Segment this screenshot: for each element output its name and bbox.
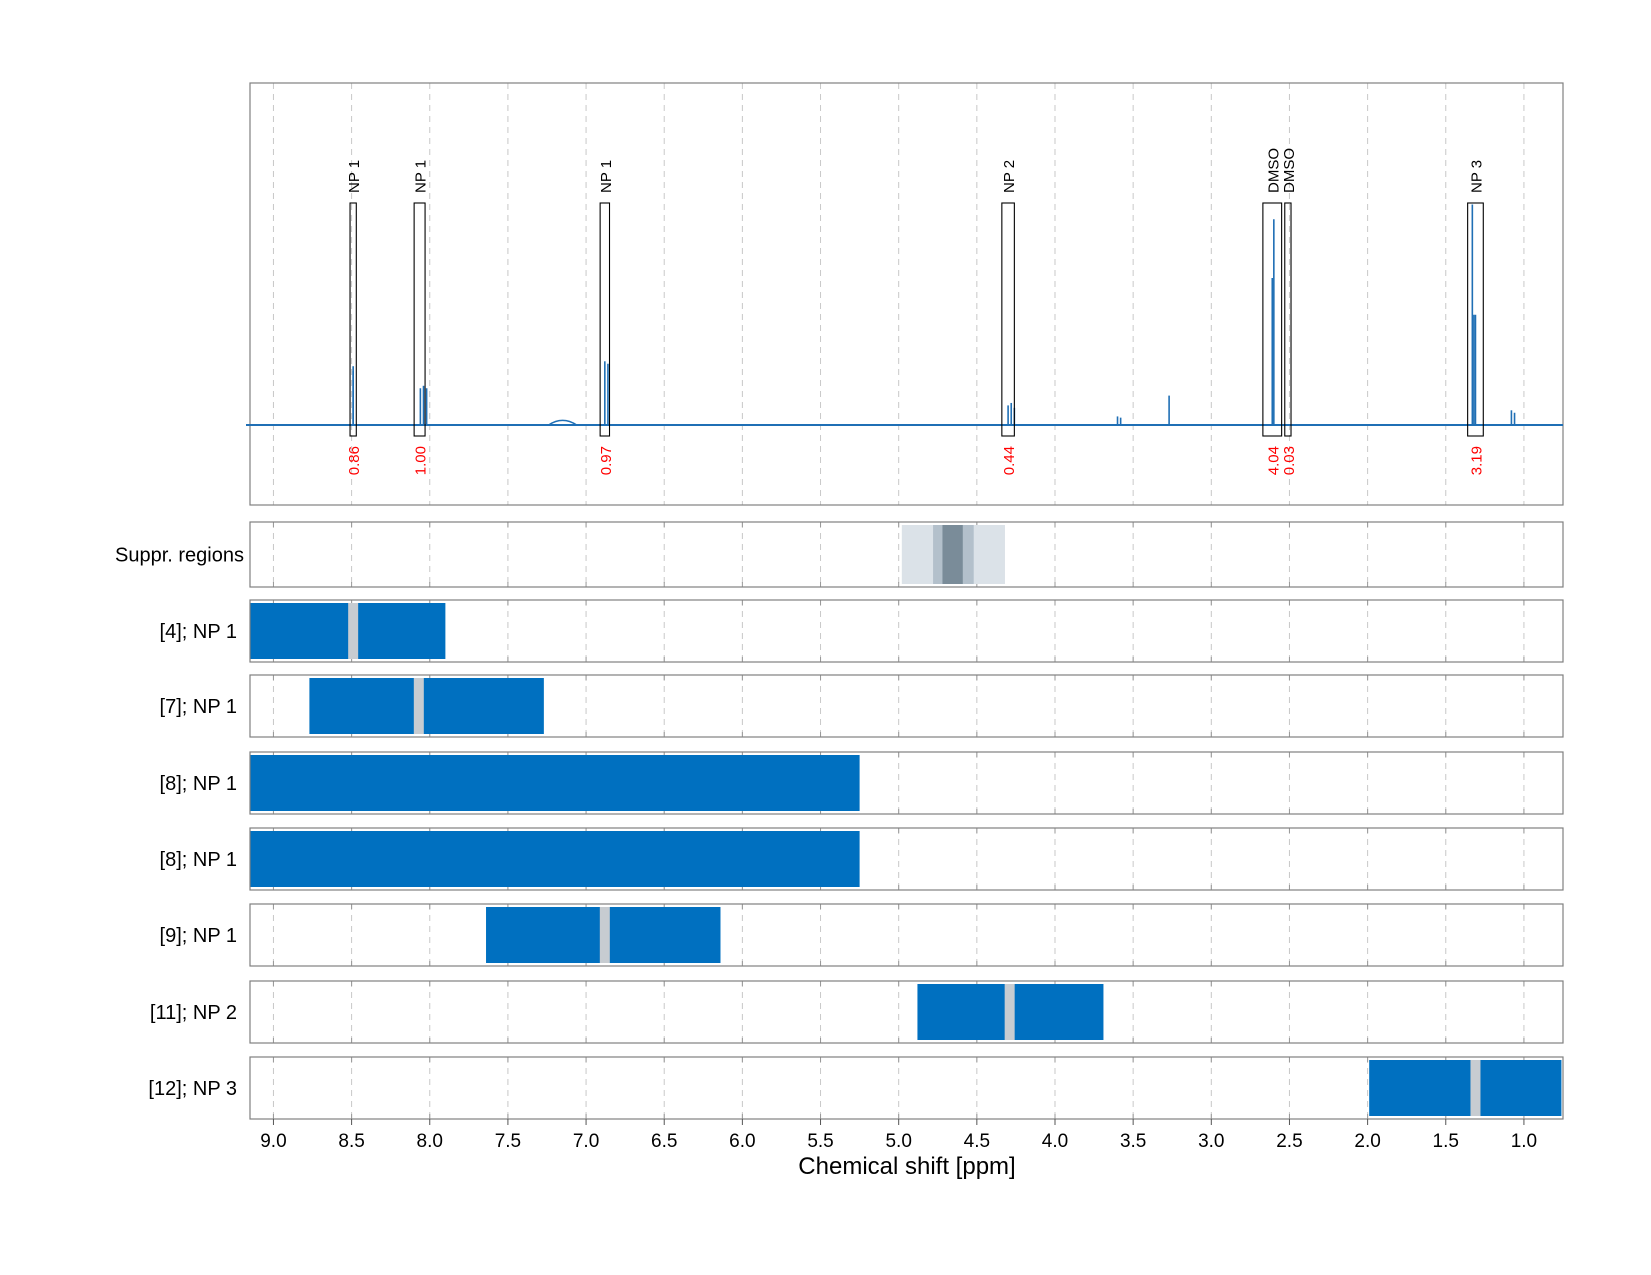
- track-label: [9]; NP 1: [160, 925, 237, 947]
- track-label: [11]; NP 2: [150, 1002, 237, 1024]
- annotation-label: NP 2: [1001, 160, 1018, 193]
- range-center-marker: [413, 678, 424, 734]
- x-tick-label: 5.0: [885, 1131, 911, 1152]
- annotation-label: NP 1: [413, 160, 430, 193]
- x-tick-label: 6.5: [651, 1131, 677, 1152]
- x-tick-label: 1.0: [1511, 1131, 1537, 1152]
- bar-track: [7]; NP 1: [160, 674, 1564, 738]
- range-bar: [309, 678, 544, 734]
- annotation-box: [599, 202, 611, 437]
- track-frame: [249, 903, 1564, 967]
- range-center-marker: [599, 907, 610, 963]
- annotation-box: [1467, 202, 1484, 437]
- x-tick-label: 6.0: [729, 1131, 755, 1152]
- annotation-box: [1262, 202, 1283, 437]
- x-tick-label: 5.5: [807, 1131, 833, 1152]
- x-tick-label: 8.0: [417, 1131, 443, 1152]
- bar-track: [4]; NP 1: [160, 599, 1564, 663]
- spectrum-frame: [249, 82, 1564, 506]
- integral-value: 0.86: [346, 446, 363, 475]
- x-tick-label: 2.5: [1276, 1131, 1302, 1152]
- annotation-box: [1284, 202, 1292, 437]
- track-label: [7]; NP 1: [160, 696, 237, 718]
- annotation-label: NP 3: [1468, 160, 1485, 193]
- x-tick-label: 1.5: [1433, 1131, 1459, 1152]
- integral-value: 3.19: [1468, 446, 1485, 475]
- track-frame: [249, 599, 1564, 663]
- suppression-label: Suppr. regions: [115, 545, 244, 567]
- track-label: [4]; NP 1: [160, 621, 237, 643]
- x-tick-label: 4.5: [964, 1131, 990, 1152]
- range-center-marker: [1004, 984, 1015, 1040]
- bar-track: [8]; NP 1: [160, 751, 1564, 815]
- annotation-label: DMSO: [1265, 148, 1282, 193]
- track-frame: [249, 827, 1564, 891]
- annotation-label: DMSO: [1281, 148, 1298, 193]
- annotation-box: [413, 202, 426, 437]
- x-tick-label: 2.0: [1354, 1131, 1380, 1152]
- integral-value: 0.44: [1001, 446, 1018, 475]
- track-label: [8]; NP 1: [160, 849, 237, 871]
- bar-tracks: [4]; NP 1 [7]; NP 1 [8]; NP 1 [8]; NP 1 [9];…: [148, 599, 1564, 1120]
- track-frame: [249, 980, 1564, 1044]
- x-tick-label: 8.5: [338, 1131, 364, 1152]
- annotation-label: NP 1: [346, 160, 363, 193]
- integral-value: 0.03: [1281, 446, 1298, 475]
- integral-value: 1.00: [413, 446, 430, 475]
- annotation-box: [349, 202, 357, 437]
- x-tick-label: 4.0: [1042, 1131, 1068, 1152]
- bar-track: [8]; NP 1: [160, 827, 1564, 891]
- range-center-marker: [1470, 1060, 1481, 1116]
- range-bar: [250, 831, 860, 887]
- track-frame: [249, 674, 1564, 738]
- suppression-regions-panel: Suppr. regions: [115, 521, 1564, 588]
- suppression-inner: [942, 525, 963, 584]
- track-frame: [249, 1056, 1564, 1120]
- x-tick-label: 9.0: [260, 1131, 286, 1152]
- bar-track: [9]; NP 1: [160, 903, 1564, 967]
- annotation-label: NP 1: [598, 160, 615, 193]
- bar-track: [12]; NP 3: [148, 1056, 1564, 1120]
- integral-value: 4.04: [1265, 446, 1282, 475]
- x-tick-label: 7.0: [573, 1131, 599, 1152]
- range-center-marker: [348, 603, 359, 659]
- integral-value: 0.97: [598, 446, 615, 475]
- spectrum-panel: NP 1 0.86 NP 1 1.00 NP 1 0.97 NP 2 0.44 DMSO 4.04…: [246, 82, 1564, 506]
- range-bar: [1369, 1060, 1562, 1116]
- x-tick-label: 3.5: [1120, 1131, 1146, 1152]
- track-label: [8]; NP 1: [160, 773, 237, 795]
- range-bar: [250, 603, 446, 659]
- x-axis-label: Chemical shift [ppm]: [798, 1153, 1015, 1180]
- track-frame: [249, 751, 1564, 815]
- bar-track: [11]; NP 2: [150, 980, 1564, 1044]
- suppression-frame: [249, 521, 1564, 588]
- spectrum-peak: [548, 419, 578, 426]
- range-bar: [250, 755, 860, 811]
- x-axis: 9.0 8.5 8.0 7.5 7.0 6.5 6.0 5.5 5.0 4.5 4.0 3.5 3.0 2…: [260, 1119, 1537, 1152]
- track-label: [12]; NP 3: [148, 1078, 237, 1100]
- x-tick-label: 7.5: [495, 1131, 521, 1152]
- annotation-box: [1001, 202, 1015, 437]
- x-tick-label: 3.0: [1198, 1131, 1224, 1152]
